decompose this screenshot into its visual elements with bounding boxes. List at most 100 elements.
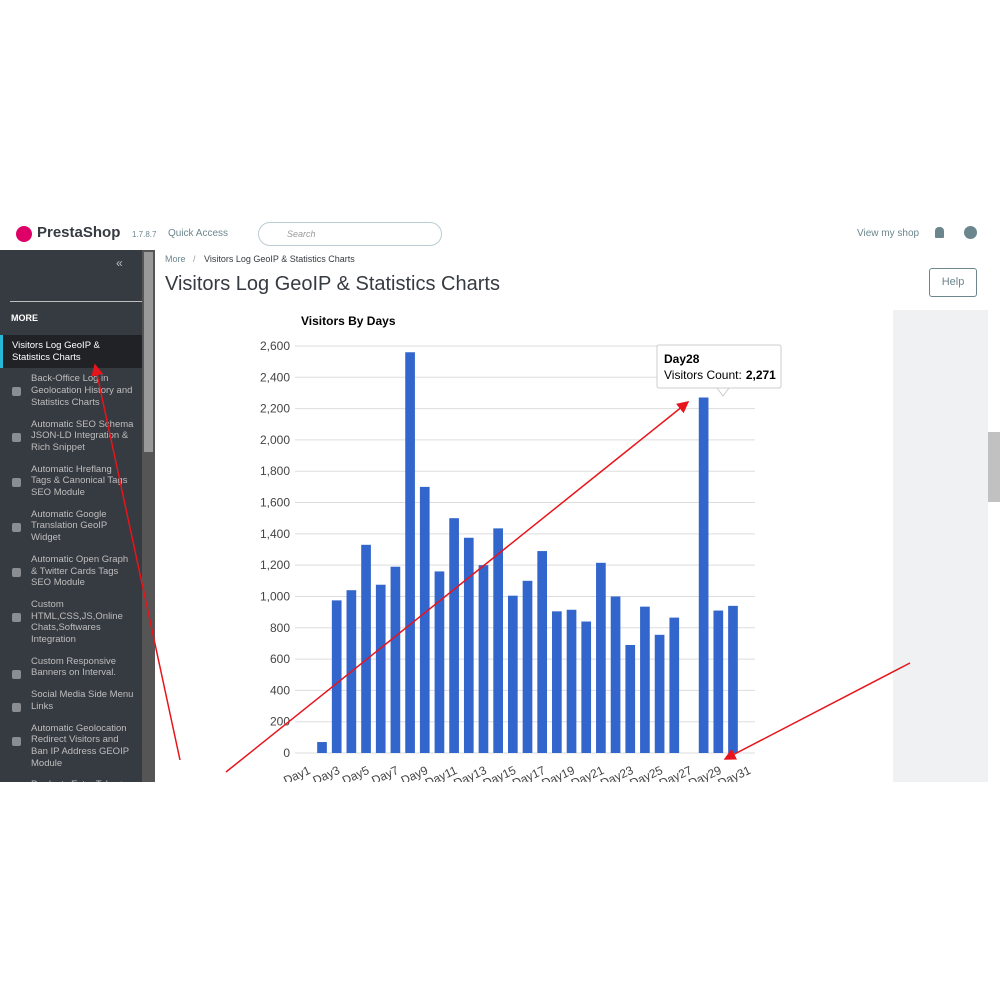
- menu-item[interactable]: Back-Office Log in Geolocation History a…: [0, 368, 142, 413]
- menu-label: Social Media Side Menu Links: [31, 689, 134, 712]
- bar: [331, 600, 342, 753]
- bar: [478, 565, 489, 753]
- bar: [449, 518, 459, 753]
- quick-access[interactable]: Quick Access: [168, 228, 229, 239]
- bar: [610, 596, 621, 753]
- puzzle-icon: [12, 703, 21, 713]
- notifications[interactable]: [935, 227, 944, 238]
- tooltip: Day28 Visitors Count: 2,271: [656, 344, 782, 397]
- menu-label: Automatic SEO Schema JSON-LD Integration…: [31, 418, 134, 453]
- menu-item[interactable]: Visitors Log GeoIP & Statistics Charts: [0, 335, 142, 369]
- y-tick-label: 1,600: [260, 496, 290, 510]
- y-tick-label: 1,200: [260, 558, 290, 572]
- separator: /: [193, 254, 196, 264]
- menu-item[interactable]: Custom HTML,CSS,JS,Online Chats,Software…: [0, 594, 142, 651]
- logo-icon: [16, 226, 32, 242]
- chart-title: Visitors By Days: [301, 314, 396, 328]
- menu-item[interactable]: Custom Responsive Banners on Interval.: [0, 651, 142, 684]
- help-button[interactable]: Help: [929, 268, 977, 297]
- bar: [713, 610, 724, 753]
- y-tick-label: 2,600: [260, 339, 290, 353]
- bar: [507, 595, 518, 753]
- menu-label: Custom Responsive Banners on Interval.: [31, 655, 117, 679]
- bar: [698, 397, 709, 753]
- puzzle-icon: [12, 432, 21, 442]
- menu-label: Back-Office Log in Geolocation History a…: [31, 373, 133, 408]
- puzzle-icon: [12, 612, 21, 622]
- page-header: More / Visitors Log GeoIP & Statistics C…: [155, 250, 988, 310]
- menu-label: Visitors Log GeoIP & Statistics Charts: [12, 340, 100, 363]
- bar: [640, 606, 650, 753]
- tooltip-title: Day28: [664, 352, 700, 366]
- puzzle-icon: [12, 522, 21, 532]
- bar: [728, 605, 738, 753]
- y-tick-label: 0: [283, 746, 290, 760]
- y-tick-label: 600: [270, 652, 290, 666]
- version: 1.7.8.7: [132, 230, 157, 239]
- bar: [537, 551, 548, 753]
- content: More / Visitors Log GeoIP & Statistics C…: [155, 250, 1000, 782]
- top-bar: PrestaShop 1.7.8.7 Quick Access Search V…: [0, 218, 988, 251]
- menu-item[interactable]: Automatic Hreflang Tags & Canonical Tags…: [0, 459, 142, 504]
- bar: [434, 571, 445, 753]
- breadcrumb: More: [165, 254, 186, 264]
- puzzle-icon: [12, 477, 21, 487]
- menu-item[interactable]: Social Media Side Menu Links: [0, 684, 142, 717]
- puzzle-icon: [12, 736, 21, 746]
- y-tick-label: 1,000: [260, 589, 290, 603]
- bar: [405, 352, 415, 753]
- bar: [566, 609, 577, 753]
- section-title: MORE: [11, 313, 38, 323]
- collapse[interactable]: «: [116, 256, 123, 270]
- bar: [522, 580, 533, 753]
- menu-label: Custom HTML,CSS,JS,Online Chats,Software…: [31, 598, 123, 646]
- bar: [375, 584, 386, 753]
- search-box[interactable]: Search: [258, 222, 442, 246]
- menu-item[interactable]: Products Extra Tabs +: [0, 774, 142, 782]
- y-tick-label: 1,800: [260, 464, 290, 478]
- y-tick-label: 2,200: [260, 402, 290, 416]
- bar: [654, 634, 665, 753]
- y-tick-label: 400: [270, 683, 290, 697]
- logo: PrestaShop: [37, 224, 121, 241]
- breadcrumb: Visitors Log GeoIP & Statistics Charts: [204, 254, 355, 264]
- y-tick-label: 2,400: [260, 370, 290, 384]
- menu-item[interactable]: Automatic SEO Schema JSON-LD Integration…: [0, 414, 142, 459]
- menu-item[interactable]: Automatic Geolocation Redirect Visitors …: [0, 718, 142, 775]
- bar: [581, 621, 592, 753]
- page-title: Visitors Log GeoIP & Statistics Charts: [165, 273, 500, 295]
- bar: [317, 742, 327, 753]
- bar: [463, 537, 474, 753]
- bar: [361, 544, 371, 753]
- profile[interactable]: [964, 226, 977, 239]
- view-shop[interactable]: View my shop: [857, 228, 920, 239]
- y-tick-label: 2,000: [260, 433, 290, 447]
- menu-label: Automatic Google Translation GeoIP Widge…: [31, 508, 108, 544]
- page-scrollbar: [988, 432, 1000, 502]
- puzzle-icon: [12, 387, 21, 397]
- bar: [596, 562, 606, 753]
- menu-label: Automatic Geolocation Redirect Visitors …: [31, 722, 129, 769]
- y-tick-label: 200: [270, 715, 290, 729]
- sidebar: « MORE Visitors Log GeoIP & Statistics C…: [0, 250, 155, 782]
- y-tick-label: 800: [270, 621, 290, 635]
- divider: [10, 301, 142, 302]
- y-tick-label: 1,400: [260, 527, 290, 541]
- bar: [625, 644, 636, 753]
- puzzle-icon: [12, 669, 21, 679]
- bar: [346, 590, 357, 753]
- tooltip-pointer: [716, 387, 730, 397]
- search-placeholder: Search: [287, 229, 316, 239]
- bar: [419, 486, 430, 753]
- bar: [669, 617, 680, 753]
- tooltip-value: 2,271: [746, 368, 776, 382]
- menu-label: Products Extra Tabs +: [31, 779, 124, 782]
- menu-item[interactable]: Automatic Google Translation GeoIP Widge…: [0, 504, 142, 549]
- scrollbar: [142, 250, 155, 782]
- bar: [493, 528, 503, 753]
- chart: Visitors By Days 0 200 400 600 800 1,000 1,200…: [155, 310, 893, 782]
- puzzle-icon: [12, 567, 21, 577]
- menu-item[interactable]: Automatic Open Graph & Twitter Cards Tag…: [0, 549, 142, 594]
- menu-label: Automatic Hreflang Tags & Canonical Tags…: [31, 463, 128, 499]
